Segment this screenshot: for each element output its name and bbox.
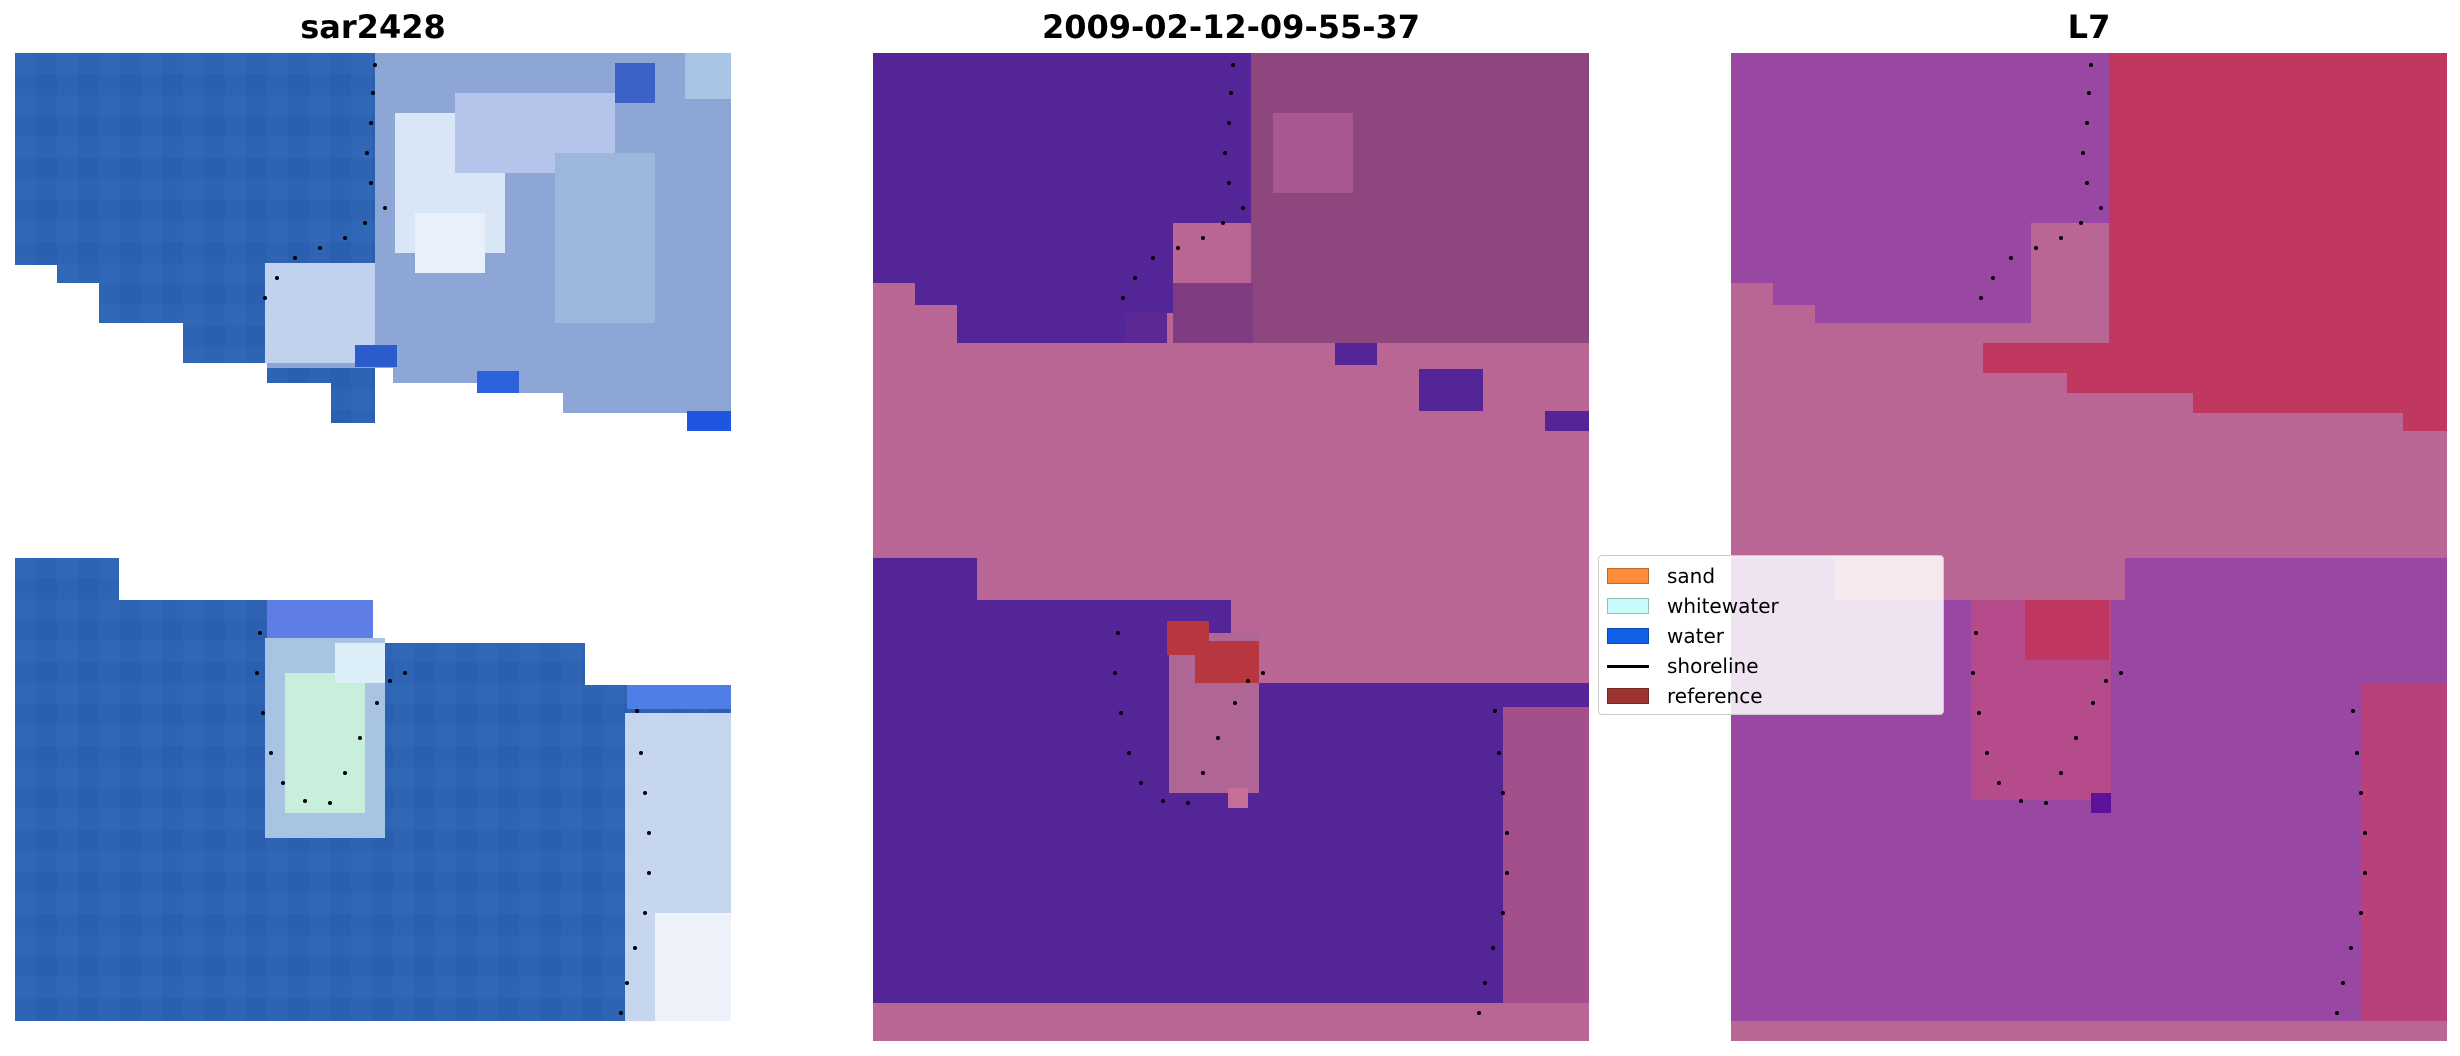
whitewater-swatch <box>1607 598 1649 614</box>
class-water-top <box>873 53 1251 343</box>
sand-swatch <box>1607 568 1649 584</box>
l7-panel <box>1731 53 2447 1041</box>
legend-item-sand: sand <box>1607 561 1715 591</box>
legend: sand whitewater water shoreline referenc… <box>1598 555 1944 715</box>
shoreline-dots-middle <box>1113 63 1509 1015</box>
satellite-image-panel <box>15 53 731 1041</box>
shoreline-line-swatch <box>1607 664 1649 668</box>
legend-item-reference: reference <box>1607 681 1763 711</box>
legend-label-sand: sand <box>1667 564 1716 588</box>
shoreline-dots-left <box>255 63 651 1015</box>
legend-label-whitewater: whitewater <box>1667 594 1779 618</box>
water-swatch <box>1607 628 1649 644</box>
legend-label-water: water <box>1667 624 1724 648</box>
reference-swatch <box>1607 688 1649 704</box>
shoreline-dots-right <box>1971 63 2367 1015</box>
panel-title-left: sar2428 <box>300 8 446 46</box>
legend-item-whitewater: whitewater <box>1607 591 1779 621</box>
legend-item-shoreline: shoreline <box>1607 651 1759 681</box>
legend-label-shoreline: shoreline <box>1667 654 1759 678</box>
legend-label-reference: reference <box>1667 684 1763 708</box>
panel-title-middle: 2009-02-12-09-55-37 <box>1041 8 1421 46</box>
panel-title-right: L7 <box>2067 8 2111 46</box>
legend-item-water: water <box>1607 621 1724 651</box>
classification-panel <box>873 53 1589 1041</box>
